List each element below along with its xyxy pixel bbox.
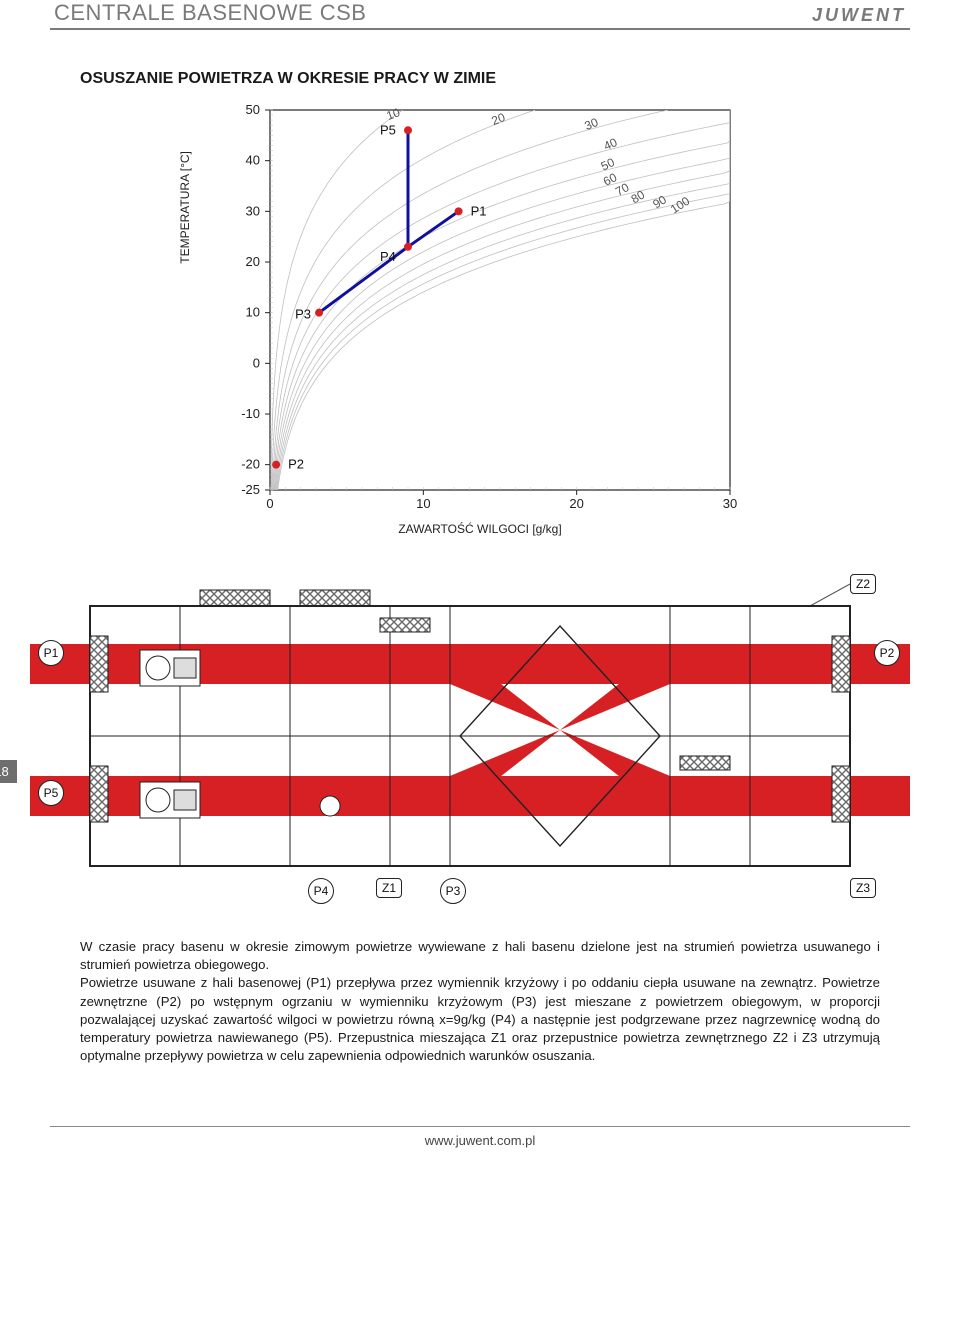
svg-text:0: 0	[253, 355, 260, 370]
diagram-svg	[30, 570, 910, 910]
svg-text:30: 30	[246, 203, 260, 218]
hvac-diagram: Z2 P1 P2 P5 P4 Z1 P3 Z3	[30, 570, 910, 910]
svg-text:20: 20	[569, 496, 583, 511]
svg-text:30: 30	[723, 496, 737, 511]
svg-text:-10: -10	[241, 406, 260, 421]
svg-text:P4: P4	[380, 249, 396, 264]
svg-text:40: 40	[246, 153, 260, 168]
node-p5: P5	[38, 780, 64, 806]
svg-text:10: 10	[416, 496, 430, 511]
node-p2: P2	[874, 640, 900, 666]
node-z3: Z3	[850, 878, 876, 898]
section-title: OSUSZANIE POWIETRZA W OKRESIE PRACY W ZI…	[80, 70, 910, 88]
brand-logo: JUWENT	[812, 5, 906, 26]
svg-text:10: 10	[246, 305, 260, 320]
svg-text:0: 0	[266, 496, 273, 511]
node-z2: Z2	[850, 574, 876, 594]
header-bar: CENTRALE BASENOWE CSB JUWENT	[50, 0, 910, 30]
footer-url: www.juwent.com.pl	[50, 1126, 910, 1148]
svg-text:-25: -25	[241, 482, 260, 497]
svg-text:P1: P1	[471, 203, 487, 218]
node-p1: P1	[38, 640, 64, 666]
x-axis-label: ZAWARTOŚĆ WILGOCI [g/kg]	[210, 522, 750, 536]
svg-text:P5: P5	[380, 122, 396, 137]
psychrometric-chart: TEMPERATURA [°C] 102030405060708090100-2…	[210, 100, 750, 540]
node-z1: Z1	[376, 878, 402, 898]
node-p4: P4	[308, 878, 334, 904]
y-axis-label: TEMPERATURA [°C]	[178, 151, 192, 264]
header-title: CENTRALE BASENOWE CSB	[54, 0, 366, 26]
body-text: W czasie pracy basenu w okresie zimowym …	[80, 938, 880, 1066]
svg-text:-20: -20	[241, 457, 260, 472]
chart-svg: 102030405060708090100-25-20-100102030405…	[210, 100, 750, 520]
svg-text:P2: P2	[288, 457, 304, 472]
svg-text:50: 50	[246, 102, 260, 117]
svg-text:P3: P3	[295, 307, 311, 322]
page-number-tab: 118	[0, 760, 17, 783]
svg-text:20: 20	[246, 254, 260, 269]
node-p3: P3	[440, 878, 466, 904]
